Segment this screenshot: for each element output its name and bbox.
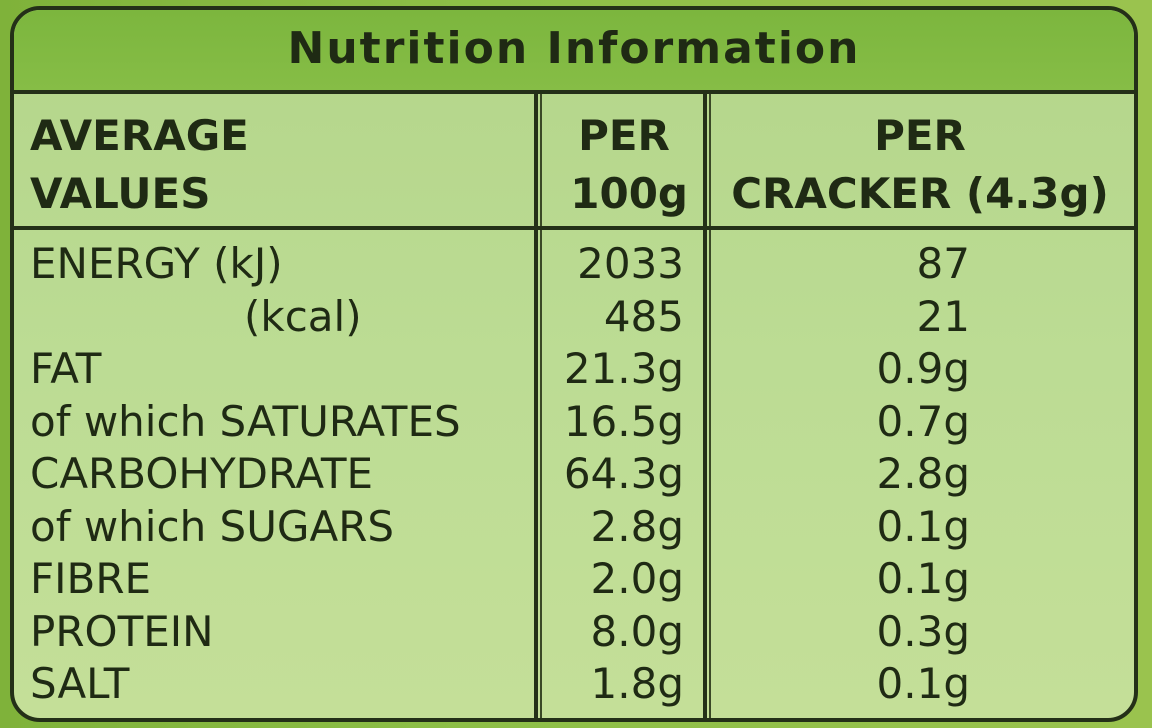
per-100g-value: 2.0g (590, 554, 684, 603)
column-divider (703, 94, 707, 718)
header-divider (14, 226, 1134, 230)
per-100g-value: 2033 (577, 239, 684, 288)
header-average: AVERAGE (30, 111, 249, 160)
per-cracker-value: 0.7g (876, 396, 970, 446)
table-row: FAT 21.3g 0.9g (14, 343, 1134, 396)
column-divider (540, 94, 542, 718)
table-row: of which SATURATES 16.5g 0.7g (14, 396, 1134, 449)
nutrient-label: of which SATURATES (30, 396, 461, 446)
header-per-cracker-line1: PER (874, 111, 966, 160)
header-values: VALUES (30, 169, 211, 218)
table-row: ENERGY (kJ) 2033 87 (14, 238, 1134, 291)
header-per-cracker-line2: CRACKER (4.3g) (731, 169, 1109, 218)
nutrient-label: ENERGY (kJ) (30, 239, 283, 288)
nutrient-label: FIBRE (30, 554, 152, 603)
per-cracker-value: 0.3g (876, 606, 970, 656)
per-cracker-value: 21 (916, 291, 970, 341)
per-100g-value: 2.8g (590, 501, 684, 551)
per-100g-value: 8.0g (590, 606, 684, 656)
per-100g-value: 16.5g (563, 396, 684, 446)
column-divider (709, 94, 711, 718)
nutrient-label: FAT (30, 344, 102, 393)
per-100g-value: 21.3g (563, 344, 684, 393)
per-cracker-value: 0.1g (876, 659, 970, 708)
per-100g-value: 64.3g (563, 449, 684, 498)
title-bar: Nutrition Information (14, 10, 1134, 94)
table-row: PROTEIN 8.0g 0.3g (14, 606, 1134, 659)
table-row: (kcal) 485 21 (14, 291, 1134, 344)
nutrition-rows: ENERGY (kJ) 2033 87 (kcal) 485 21 FAT 21… (14, 238, 1134, 711)
nutrient-label: SALT (30, 659, 130, 708)
per-cracker-value: 0.9g (876, 344, 970, 393)
table-row: of which SUGARS 2.8g 0.1g (14, 501, 1134, 554)
per-cracker-value: 2.8g (876, 449, 970, 498)
column-divider (534, 94, 538, 718)
nutrient-label: (kcal) (244, 291, 362, 341)
per-100g-value: 485 (603, 291, 684, 341)
table-row: FIBRE 2.0g 0.1g (14, 553, 1134, 606)
per-cracker-value: 87 (916, 239, 970, 288)
nutrient-label: CARBOHYDRATE (30, 449, 374, 498)
panel-title: Nutrition Information (287, 22, 861, 74)
nutrition-panel: Nutrition Information AVERAGE VALUES PER… (10, 6, 1138, 722)
header-per-100g-line2: 100g (570, 169, 688, 218)
nutrient-label: of which SUGARS (30, 501, 395, 551)
table-row: CARBOHYDRATE 64.3g 2.8g (14, 448, 1134, 501)
nutrient-label: PROTEIN (30, 606, 214, 656)
table-row: SALT 1.8g 0.1g (14, 658, 1134, 711)
per-cracker-value: 0.1g (876, 554, 970, 603)
per-cracker-value: 0.1g (876, 501, 970, 551)
per-100g-value: 1.8g (590, 659, 684, 708)
header-per-100g-line1: PER (578, 111, 670, 160)
